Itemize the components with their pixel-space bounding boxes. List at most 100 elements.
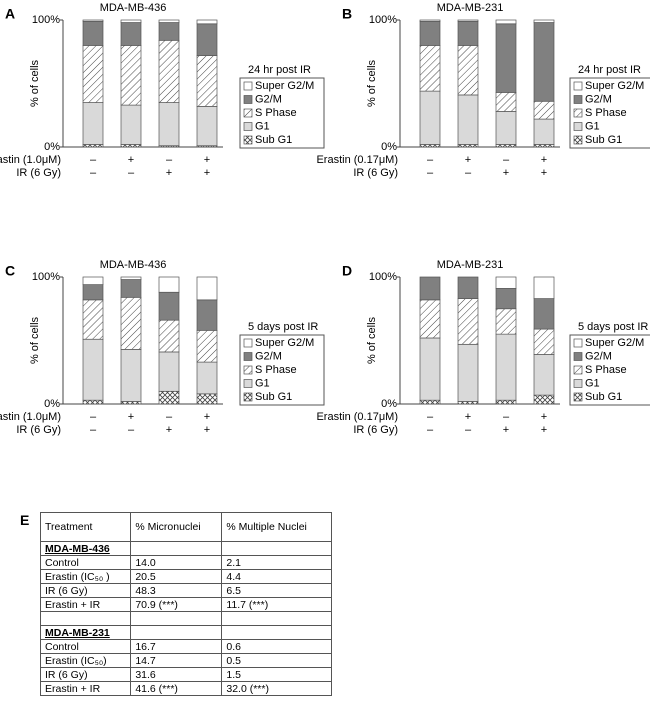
condition-sign: + bbox=[541, 167, 547, 179]
bar-segment bbox=[158, 276, 180, 293]
bar-segment bbox=[419, 19, 441, 22]
condition-label: Erastin (0.17μM) bbox=[316, 411, 398, 423]
condition-sign: + bbox=[503, 167, 509, 179]
bar-segment bbox=[533, 328, 555, 355]
legend-label: S Phase bbox=[255, 107, 297, 119]
bar-segment bbox=[196, 23, 218, 56]
condition-sign: – bbox=[427, 154, 434, 166]
bar-segment bbox=[419, 276, 441, 301]
bar-segment bbox=[533, 19, 555, 23]
table-cell: Control bbox=[39, 639, 132, 654]
legend-swatch bbox=[573, 352, 583, 361]
condition-sign: + bbox=[128, 154, 134, 166]
header-cell: % Micronuclei bbox=[130, 512, 223, 542]
bar-segment bbox=[419, 337, 441, 401]
bar-segment bbox=[457, 19, 479, 22]
table-cell: Erastin + IR bbox=[39, 597, 132, 612]
panel-letter: A bbox=[5, 6, 15, 22]
bar-segment bbox=[158, 39, 180, 103]
table-cell: 32.0 (***) bbox=[221, 681, 332, 696]
legend-title: 24 hr post IR bbox=[248, 64, 311, 76]
header-cell: % Multiple Nuclei bbox=[221, 512, 332, 542]
y-tick-label: 100% bbox=[32, 14, 60, 26]
bar-segment bbox=[196, 329, 218, 363]
bar-segment bbox=[533, 354, 555, 396]
bar-segment bbox=[158, 390, 180, 405]
bar-segment bbox=[82, 20, 104, 46]
legend-swatch bbox=[243, 365, 253, 375]
legend-label: Sub G1 bbox=[255, 391, 292, 403]
condition-sign: – bbox=[166, 411, 173, 423]
legend-box bbox=[569, 334, 650, 406]
bar-segment bbox=[82, 276, 104, 285]
bar-segment bbox=[158, 291, 180, 321]
condition-sign: + bbox=[204, 411, 210, 423]
bar-segment bbox=[457, 343, 479, 402]
condition-sign: – bbox=[503, 154, 510, 166]
empty-cell bbox=[130, 541, 223, 556]
condition-sign: – bbox=[128, 167, 135, 179]
legend-label: G2/M bbox=[585, 93, 612, 105]
condition-label: Erastin (0.17μM) bbox=[316, 154, 398, 166]
bar-segment bbox=[495, 144, 517, 148]
condition-label: IR (6 Gy) bbox=[16, 167, 61, 179]
group-row: MDA-MB-436 bbox=[39, 541, 332, 556]
legend-swatch bbox=[573, 379, 583, 388]
condition-label: IR (6 Gy) bbox=[353, 167, 398, 179]
table-cell: 6.5 bbox=[221, 583, 332, 598]
legend-box bbox=[239, 334, 325, 406]
bar-segment bbox=[120, 45, 142, 106]
condition-sign: + bbox=[541, 424, 547, 436]
bar-segment bbox=[533, 276, 555, 299]
condition-sign: – bbox=[128, 424, 135, 436]
bar-segment bbox=[82, 299, 104, 340]
table-cell: 1.5 bbox=[221, 667, 332, 682]
panel-letter: B bbox=[342, 6, 352, 22]
table-cell: 2.1 bbox=[221, 555, 332, 570]
condition-sign: – bbox=[90, 424, 97, 436]
condition-sign: – bbox=[503, 411, 510, 423]
y-axis-label: % of cells bbox=[29, 59, 41, 107]
y-tick-label: 0% bbox=[381, 141, 397, 153]
table-cell: 14.7 bbox=[130, 653, 223, 668]
y-tick-label: 100% bbox=[32, 271, 60, 283]
condition-label: Erastin (1.0μM) bbox=[0, 411, 61, 423]
bar-segment bbox=[196, 299, 218, 331]
bar-segment bbox=[495, 399, 517, 405]
condition-label: Erastin (1.0μM) bbox=[0, 154, 61, 166]
table-cell: Erastin (IC₅₀ ) bbox=[39, 569, 132, 584]
empty-cell bbox=[221, 625, 332, 640]
legend-swatch bbox=[573, 81, 583, 91]
condition-sign: + bbox=[128, 411, 134, 423]
condition-sign: – bbox=[90, 167, 97, 179]
y-tick-label: 0% bbox=[381, 398, 397, 410]
legend-label: S Phase bbox=[255, 364, 297, 376]
legend-swatch bbox=[243, 352, 253, 361]
legend-title: 24 hr post IR bbox=[578, 64, 641, 76]
bar-segment bbox=[495, 288, 517, 310]
bar-segment bbox=[196, 276, 218, 301]
legend-swatch bbox=[243, 81, 253, 91]
bar-segment bbox=[196, 19, 218, 25]
table-cell: 0.6 bbox=[221, 639, 332, 654]
table-cell: 0.5 bbox=[221, 653, 332, 668]
bar-segment bbox=[457, 298, 479, 345]
bar-segment bbox=[495, 276, 517, 289]
table-cell: 11.7 (***) bbox=[221, 597, 332, 612]
bar-segment bbox=[533, 298, 555, 330]
table-row: Erastin (IC₅₀ ) 20.5 4.4 bbox=[39, 569, 332, 584]
legend-swatch bbox=[573, 108, 583, 118]
panel-letter: D bbox=[342, 263, 352, 279]
bar-segment bbox=[120, 19, 142, 23]
legend-label: Sub G1 bbox=[255, 134, 292, 146]
bar-segment bbox=[457, 45, 479, 96]
spacer-cell bbox=[130, 611, 223, 626]
legend-swatch bbox=[243, 95, 253, 104]
bar-segment bbox=[120, 279, 142, 298]
condition-sign: + bbox=[204, 424, 210, 436]
bar-segment bbox=[82, 399, 104, 405]
chart-title: MDA-MB-436 bbox=[100, 2, 167, 14]
legend-swatch bbox=[573, 135, 583, 145]
legend-title: 5 days post IR bbox=[578, 321, 648, 333]
header-row: Treatment% Micronuclei% Multiple Nuclei bbox=[39, 512, 332, 542]
